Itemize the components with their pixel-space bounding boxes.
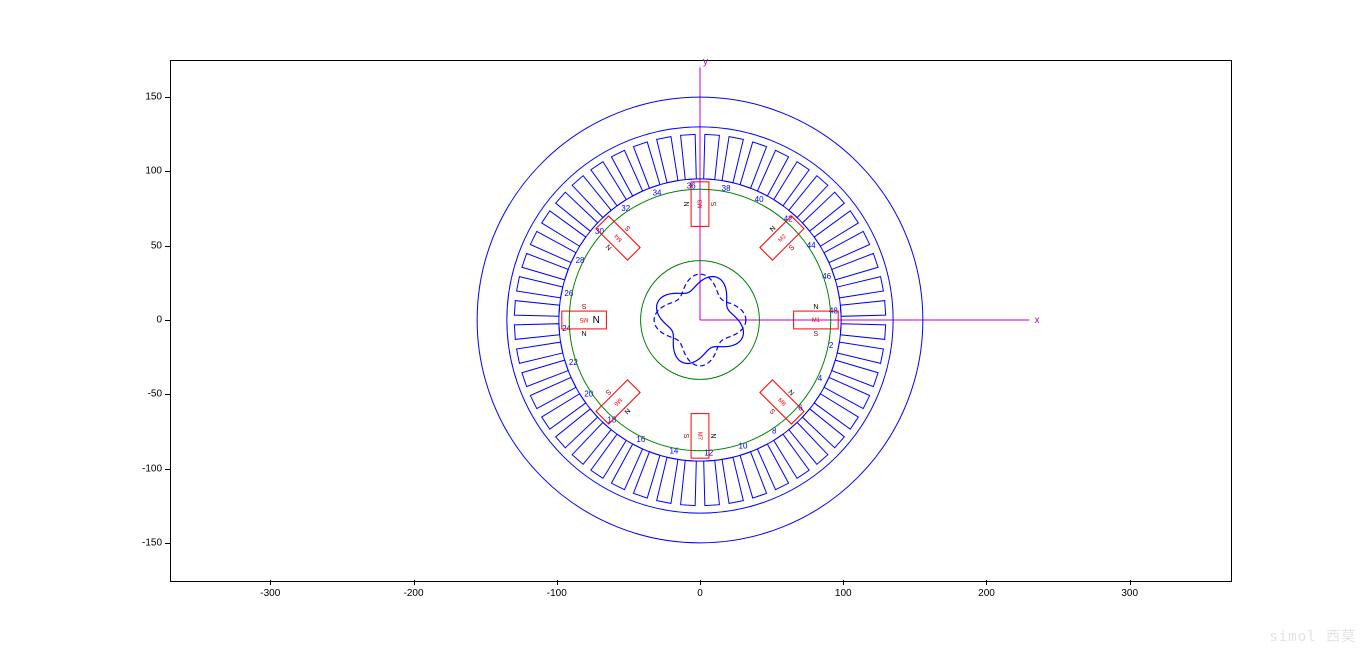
magnet-s-label: S: [788, 244, 796, 252]
magnet-id-label: M2: [778, 233, 789, 244]
stator-slot: [740, 142, 766, 188]
stator-slot: [740, 452, 766, 498]
watermark: simol 西莫: [1269, 626, 1356, 646]
stator-slot: [591, 434, 626, 478]
x-axis-label: x: [1034, 315, 1039, 326]
stator-slot: [802, 409, 844, 448]
stator-slot: [774, 434, 809, 478]
stator-slot: [633, 142, 659, 188]
stator-slot: [814, 394, 858, 429]
stator-slot: [774, 162, 809, 206]
stator-slot: [681, 460, 697, 505]
magnet-id-label: M1: [812, 318, 821, 324]
stator-slot: [681, 134, 697, 179]
magnet-s-label: S: [768, 408, 776, 416]
y-tick-label: 50: [130, 240, 162, 251]
pole-n-label: N: [593, 315, 600, 326]
stator-slot: [591, 162, 626, 206]
stator-slot: [832, 360, 878, 386]
magnet-s-label: S: [624, 224, 632, 232]
y-axis-label: y: [703, 56, 708, 67]
y-tick-label: -100: [130, 463, 162, 474]
magnet-s-label: S: [814, 331, 819, 338]
magnet-s-label: S: [604, 388, 612, 396]
magnet-s-label: S: [711, 201, 718, 206]
stator-slot: [837, 277, 883, 298]
x-tick-label: -300: [260, 588, 280, 599]
x-tick-label: 200: [978, 588, 995, 599]
stator-slot: [657, 457, 678, 503]
stator-slot: [556, 192, 598, 231]
magnet-n-label: N: [623, 406, 632, 415]
stator-slot: [840, 324, 885, 340]
x-tick-label: 0: [697, 588, 703, 599]
magnet-n-label: N: [684, 202, 691, 207]
stator-slot: [722, 457, 743, 503]
stator-slot: [704, 134, 720, 179]
magnet-n-label: N: [582, 329, 587, 336]
stator-slot: [840, 301, 885, 317]
slot-number-label: 2: [829, 341, 834, 350]
stator-slot: [832, 253, 878, 279]
diagram-svg: xy24681012141618202224262830323436384042…: [0, 0, 1366, 650]
slot-number-label: 22: [569, 358, 578, 367]
stator-slot: [633, 452, 659, 498]
stator-slot: [542, 211, 586, 246]
stator-slot: [704, 460, 720, 505]
x-tick-label: -100: [547, 588, 567, 599]
slot-number-label: 32: [621, 204, 630, 213]
stator-slot: [522, 253, 568, 279]
y-tick-label: 150: [130, 92, 162, 103]
stator-slot: [542, 394, 586, 429]
magnet-id-label: M6: [612, 396, 623, 407]
x-tick-label: 100: [835, 588, 852, 599]
magnet-id-label: M5: [579, 316, 588, 322]
stator-slot: [514, 324, 559, 340]
magnet-n-label: N: [769, 225, 778, 234]
stator-slot: [814, 211, 858, 246]
stator-slot: [556, 409, 598, 448]
stator-slot: [514, 301, 559, 317]
magnet-s-label: S: [682, 434, 689, 439]
magnet-id-label: M4: [613, 232, 624, 243]
stator-slot: [657, 137, 678, 183]
stator-slot: [789, 422, 828, 464]
slot-number-label: 40: [755, 195, 764, 204]
stator-slot: [517, 277, 563, 298]
stator-slot: [722, 137, 743, 183]
magnet-n-label: N: [786, 389, 795, 398]
slot-number-label: 44: [807, 241, 816, 250]
stator-slot: [789, 176, 828, 218]
y-tick-label: 0: [130, 315, 162, 326]
magnet-n-label: N: [813, 304, 818, 311]
x-tick-label: -200: [403, 588, 423, 599]
y-tick-label: -50: [130, 389, 162, 400]
magnet-id-label: M3: [698, 199, 704, 208]
x-tick-label: 300: [1121, 588, 1138, 599]
stator-slot: [522, 360, 568, 386]
magnet-s-label: S: [581, 302, 586, 309]
stator-slot: [837, 342, 883, 363]
y-tick-label: 100: [130, 166, 162, 177]
stator-slot: [572, 176, 611, 218]
stator-slot: [517, 342, 563, 363]
y-tick-label: -150: [130, 537, 162, 548]
magnet-id-label: M7: [696, 432, 702, 441]
stator-slot: [802, 192, 844, 231]
magnet-n-label: N: [605, 243, 614, 252]
magnet-id-label: M8: [776, 398, 787, 409]
stator-slot: [572, 422, 611, 464]
magnet-n-label: N: [709, 433, 716, 438]
